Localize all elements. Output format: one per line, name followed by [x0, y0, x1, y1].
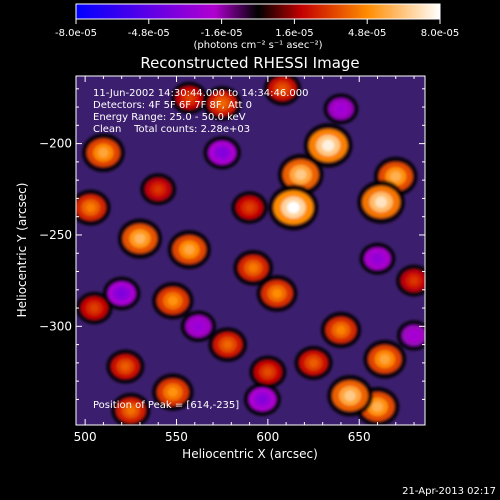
positive-source — [76, 189, 111, 226]
positive-source — [294, 345, 333, 381]
annotation-counts: Clean Total counts: 2.28e+03 — [93, 124, 250, 135]
colorbar-tick-label: 1.6e-05 — [275, 28, 313, 39]
colorbar-unit-label: (photons cm⁻² s⁻¹ asec⁻²) — [193, 40, 322, 51]
annotation-detectors: Detectors: 4F 5F 6F 7F 8F, Att 0 — [93, 100, 252, 111]
positive-source — [268, 184, 319, 231]
negative-source — [102, 276, 141, 311]
negative-source — [203, 135, 241, 170]
positive-source — [233, 249, 274, 286]
x-tick-label: 550 — [165, 430, 188, 444]
footer-timestamp: 21-Apr-2013 02:17 — [402, 486, 496, 497]
negative-source — [180, 310, 217, 343]
positive-source — [320, 311, 362, 349]
positive-source — [111, 392, 151, 425]
positive-source — [263, 76, 302, 106]
positive-source — [256, 274, 298, 313]
annotation-energy: Energy Range: 25.0 - 50.0 keV — [93, 112, 246, 123]
colorbar-gradient — [75, 3, 441, 20]
positive-source — [303, 122, 353, 168]
annotations: 11-Jun-2002 14:30:44.000 to 14:34:46.000… — [93, 88, 309, 411]
positive-source — [327, 374, 374, 417]
positive-source — [81, 133, 125, 173]
colorbar-tick-label: -1.6e-05 — [201, 28, 243, 39]
x-tick-label: 500 — [74, 430, 97, 444]
y-tick-label: −300 — [39, 319, 72, 333]
negative-source — [323, 93, 359, 125]
y-axis-label: Heliocentric Y (arcsec) — [15, 183, 29, 318]
colorbar-tick-label: 4.8e-05 — [348, 28, 386, 39]
positive-source — [170, 81, 208, 115]
x-axis-label: Heliocentric X (arcsec) — [182, 447, 318, 461]
negative-source — [243, 382, 282, 417]
positive-source — [363, 339, 407, 379]
heatmap-image — [76, 76, 425, 425]
y-tick-label: −200 — [39, 137, 72, 151]
peak-position-label: Position of Peak = [614,-235] — [93, 400, 239, 411]
y-tick-label: −250 — [39, 228, 72, 242]
colorbar-tick-label: 8.0e-05 — [421, 28, 459, 39]
positive-source — [395, 264, 425, 297]
positive-source — [151, 373, 194, 411]
positive-source — [106, 349, 145, 384]
negative-source — [396, 320, 425, 351]
positive-source — [117, 218, 163, 259]
negative-source — [359, 242, 396, 275]
positive-source — [357, 180, 406, 224]
annotation-time-range: 11-Jun-2002 14:30:44.000 to 14:34:46.000 — [93, 88, 309, 99]
positive-source — [76, 291, 113, 325]
positive-source — [208, 327, 248, 363]
positive-source — [231, 191, 268, 224]
positive-source — [249, 355, 287, 389]
chart-title: Reconstructed RHESSI Image — [140, 54, 359, 72]
positive-source — [151, 281, 194, 320]
positive-source — [202, 85, 242, 121]
plot-frame — [75, 75, 426, 426]
positive-source — [140, 173, 177, 206]
colorbar: -8.0e-05 -4.8e-05 -1.6e-05 1.6e-05 4.8e-05 8.… — [55, 3, 459, 51]
positive-source — [167, 229, 211, 270]
colorbar-ticks: -8.0e-05 -4.8e-05 -1.6e-05 1.6e-05 4.8e-05 8.… — [55, 19, 459, 39]
x-tick-label: 650 — [348, 430, 371, 444]
colorbar-tick-label: -8.0e-05 — [55, 28, 97, 39]
axis-ticks: 500 550 600 650 −200 −250 −300 — [39, 76, 425, 444]
colorbar-tick-label: -4.8e-05 — [128, 28, 170, 39]
x-tick-label: 600 — [256, 430, 279, 444]
